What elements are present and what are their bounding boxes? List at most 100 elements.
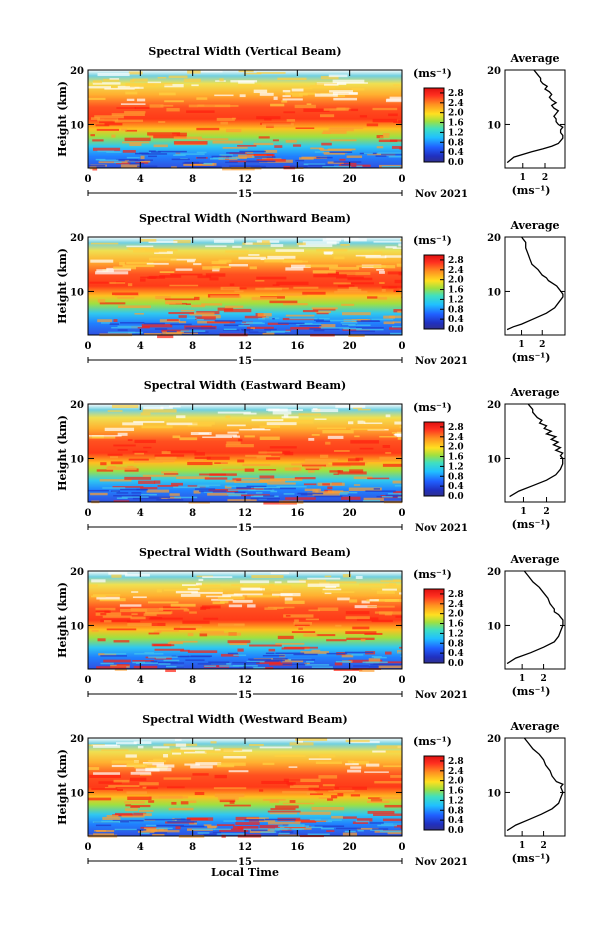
heatmap-cell xyxy=(166,786,185,789)
heatmap-cell xyxy=(111,134,116,138)
heatmap-cell xyxy=(100,619,131,623)
heatmap-cell xyxy=(98,781,122,784)
heatmap-cell xyxy=(311,408,339,413)
heatmap-cell xyxy=(110,461,123,465)
heatmap-cell xyxy=(258,468,277,471)
heatmap-cell xyxy=(274,145,283,148)
heatmap-cell xyxy=(127,439,133,442)
heatmap-cell xyxy=(294,819,329,822)
heatmap-cell xyxy=(227,431,239,434)
heatmap-cell xyxy=(157,629,179,632)
profile-x-tick-label: 1 xyxy=(519,841,525,851)
heatmap-cell xyxy=(176,666,184,668)
heatmap-cell xyxy=(148,150,156,152)
heatmap-cell xyxy=(348,487,382,492)
x-tick-label: 20 xyxy=(343,341,357,352)
heatmap-cell xyxy=(349,599,358,603)
heatmap-cell xyxy=(225,250,249,253)
heatmap-cell xyxy=(382,588,397,591)
heatmap-cell xyxy=(331,815,344,819)
heatmap-cell xyxy=(167,821,197,823)
heatmap-cell xyxy=(302,463,327,467)
heatmap-cell xyxy=(103,659,131,663)
heatmap-cell xyxy=(211,155,232,158)
heatmap-cell xyxy=(253,153,274,158)
profile-x-tick-label: 2 xyxy=(540,841,546,851)
heatmap-cell xyxy=(207,826,217,829)
heatmap-cell xyxy=(277,322,305,325)
heatmap-cell xyxy=(342,816,357,819)
heatmap-cell xyxy=(398,271,402,276)
heatmap-cell xyxy=(210,741,217,744)
heatmap-cell xyxy=(135,152,150,155)
heatmap-cell xyxy=(298,739,304,743)
heatmap-cell xyxy=(124,137,151,142)
heatmap-cell xyxy=(268,583,275,586)
heatmap-cell xyxy=(299,324,322,327)
heatmap-cell xyxy=(237,494,262,497)
profile-x-label: (ms⁻¹) xyxy=(512,518,551,531)
panel-3: Spectral Width (Southward Beam) Height (k… xyxy=(56,546,566,701)
heatmap-cell xyxy=(236,488,264,491)
heatmap-cell xyxy=(170,258,196,261)
heatmap-cell xyxy=(239,428,271,431)
heatmap-cell xyxy=(132,660,154,662)
heatmap-cell xyxy=(248,489,275,492)
heatmap-cell xyxy=(398,243,402,247)
heatmap-cell xyxy=(205,245,227,248)
heatmap-cell xyxy=(286,781,296,785)
heatmap-cell xyxy=(267,255,296,259)
heatmap-cell xyxy=(219,154,233,156)
profile-y-tick-label: 10 xyxy=(487,788,501,799)
heatmap-cell xyxy=(209,473,237,476)
heatmap-cell xyxy=(305,467,320,471)
heatmap-cell xyxy=(152,661,178,664)
heatmap-cell xyxy=(175,153,205,155)
heatmap-cell xyxy=(140,238,157,242)
heatmap-cell xyxy=(256,72,286,74)
heatmap-cell xyxy=(370,829,384,831)
heatmap-cell xyxy=(143,446,152,449)
heatmap-cell xyxy=(280,831,294,833)
heatmap-cell xyxy=(313,274,347,278)
profile-title: Average xyxy=(509,553,559,566)
heatmap-cell xyxy=(285,497,316,500)
heatmap-cell xyxy=(387,832,402,835)
heatmap-cell xyxy=(217,796,239,801)
heatmap-cell xyxy=(111,574,122,578)
heatmap-cell xyxy=(385,452,392,454)
date-bar-gap xyxy=(237,855,253,867)
heatmap-cell xyxy=(159,271,175,274)
heatmap-cell xyxy=(187,424,212,427)
heatmap-cell xyxy=(310,147,323,150)
heatmap-cell xyxy=(355,820,370,823)
heatmap-cell xyxy=(275,249,305,252)
heatmap-cell xyxy=(207,632,241,636)
x-tick-label: 0 xyxy=(85,675,92,686)
heatmap-cell xyxy=(284,646,318,649)
profile-line xyxy=(506,737,564,832)
heatmap-cell xyxy=(155,295,171,300)
profile-frame xyxy=(504,69,566,169)
heatmap-cell xyxy=(125,83,155,87)
heatmap-cell xyxy=(343,328,362,330)
heatmap-cell xyxy=(92,594,121,596)
heatmap-cell xyxy=(303,633,318,637)
heatmap-cell xyxy=(384,255,402,258)
heatmap-cell xyxy=(170,603,196,607)
heatmap-cell xyxy=(337,284,355,288)
colorbar-tick-label: 2.4 xyxy=(448,99,464,109)
heatmap-cell xyxy=(132,450,148,453)
heatmap-cell xyxy=(112,486,144,488)
heatmap-cell xyxy=(364,771,389,773)
heatmap-cell xyxy=(333,94,345,97)
heatmap-cell xyxy=(102,615,132,618)
heatmap-cell xyxy=(219,748,243,751)
heatmap-cell xyxy=(157,484,179,487)
heatmap-cell xyxy=(122,141,150,144)
heatmap-cell xyxy=(227,652,238,655)
heatmap-cell xyxy=(131,326,150,329)
heatmap-cell xyxy=(392,247,402,249)
heatmap-cell xyxy=(156,827,173,830)
profile-x-tick-label: 2 xyxy=(543,507,549,517)
